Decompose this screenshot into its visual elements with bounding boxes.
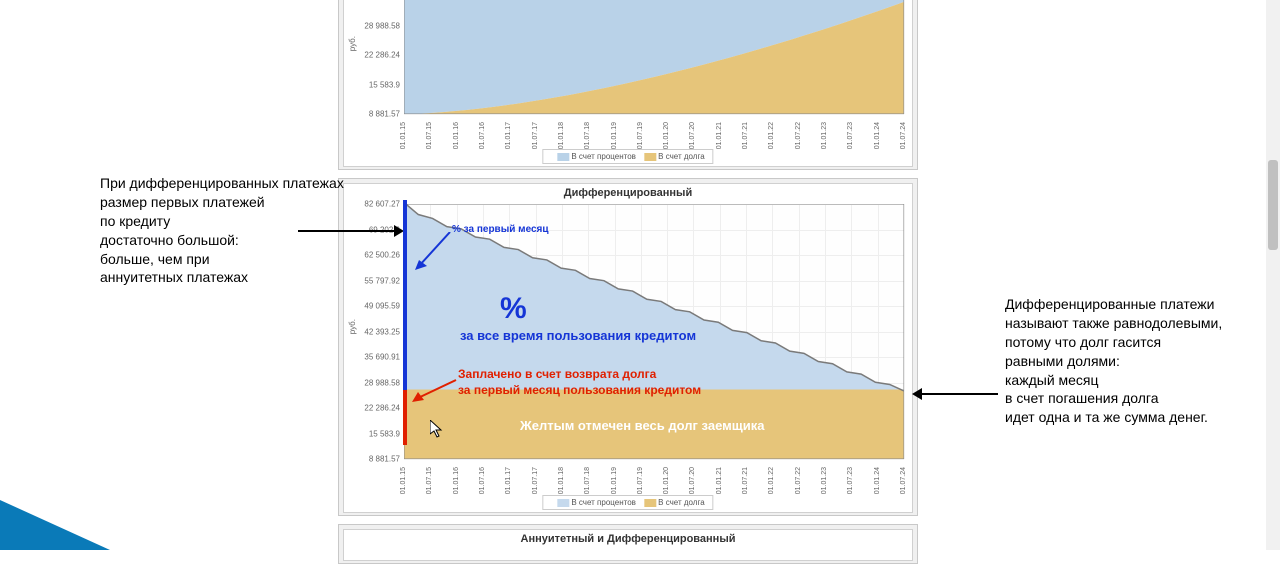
legend-label-interest: В счет процентов <box>571 498 636 507</box>
x-tick-label: 01.07.24 <box>900 467 907 494</box>
legend-swatch-debt <box>644 499 656 507</box>
x-tick-label: 01.07.15 <box>426 122 433 149</box>
first-month-label: % за первый месяц <box>452 224 549 235</box>
x-tick-label: 01.01.17 <box>505 122 512 149</box>
x-tick-label: 01.07.21 <box>742 122 749 149</box>
right-arrow-head <box>912 388 922 400</box>
x-tick-label: 01.07.16 <box>479 122 486 149</box>
pct-caption: за все время пользования кредитом <box>460 328 696 343</box>
x-tick-label: 01.07.21 <box>742 467 749 494</box>
x-tick-label: 01.07.23 <box>847 122 854 149</box>
top-chart-panel: 8 881.57 15 583.9 22 286.24 28 988.58 35 690… <box>338 0 918 170</box>
right-arrow <box>920 393 998 395</box>
x-tick-label: 01.01.15 <box>400 467 407 494</box>
legend-swatch-interest <box>557 153 569 161</box>
left-arrow <box>298 230 396 232</box>
chart-legend: В счет процентов В счет долга <box>542 149 713 164</box>
x-tick-label: 01.07.22 <box>795 122 802 149</box>
x-tick-label: 01.01.16 <box>453 467 460 494</box>
top-plot-area: 8 881.5715 583.922 286.2428 988.5835 690… <box>404 0 904 114</box>
x-tick-label: 01.01.18 <box>558 467 565 494</box>
paid-debt-line1: Заплачено в счет возврата долга <box>458 367 656 381</box>
bottom-chart-title: Аннуитетный и Дифференцированный <box>344 530 912 548</box>
x-tick-label: 01.01.17 <box>505 467 512 494</box>
y-tick-label: 15 583.9 <box>350 80 400 89</box>
y-tick-label: 35 690.91 <box>350 353 400 362</box>
y-tick-label: 15 583.9 <box>350 429 400 438</box>
x-tick-label: 01.07.19 <box>637 122 644 149</box>
x-tick-label: 01.07.20 <box>689 122 696 149</box>
y-axis-label: руб. <box>348 36 357 51</box>
x-tick-label: 01.01.24 <box>874 122 881 149</box>
x-tick-label: 01.07.15 <box>426 467 433 494</box>
x-tick-label: 01.01.22 <box>768 467 775 494</box>
x-tick-label: 01.07.22 <box>795 467 802 494</box>
x-tick-label: 01.07.17 <box>532 467 539 494</box>
y-tick-label: 49 095.59 <box>350 302 400 311</box>
paid-debt-line2: за первый месяц пользования кредитом <box>458 383 701 397</box>
bottom-chart-panel: Аннуитетный и Дифференцированный <box>338 524 918 564</box>
y-tick-label: 22 286.24 <box>350 51 400 60</box>
red-arrow-icon <box>412 378 458 402</box>
first-month-interest-bar <box>403 200 407 390</box>
x-tick-label: 01.01.19 <box>611 122 618 149</box>
decorative-triangle <box>0 490 120 550</box>
x-tick-label: 01.01.20 <box>663 122 670 149</box>
legend-label-interest: В счет процентов <box>571 152 636 161</box>
x-tick-label: 01.07.17 <box>532 122 539 149</box>
x-tick-label: 01.01.22 <box>768 122 775 149</box>
y-tick-label: 35 690.91 <box>350 0 400 1</box>
right-callout-text: Дифференцированные платежи называют такж… <box>1005 295 1275 427</box>
x-tick-label: 01.07.16 <box>479 467 486 494</box>
x-tick-label: 01.07.18 <box>584 122 591 149</box>
x-tick-label: 01.01.21 <box>716 467 723 494</box>
x-tick-label: 01.01.24 <box>874 467 881 494</box>
diff-chart-panel: ipotek.ru Дифференцированный 8 881.5715 … <box>338 178 918 516</box>
x-tick-label: 01.01.23 <box>821 467 828 494</box>
y-tick-label: 8 881.57 <box>350 455 400 464</box>
x-tick-label: 01.01.15 <box>400 122 407 149</box>
x-tick-label: 01.07.23 <box>847 467 854 494</box>
legend-label-debt: В счет долга <box>658 152 705 161</box>
x-tick-label: 01.01.21 <box>716 122 723 149</box>
pct-sign: % <box>500 292 527 326</box>
x-tick-label: 01.07.20 <box>689 467 696 494</box>
y-tick-label: 28 988.58 <box>350 378 400 387</box>
legend-label-debt: В счет долга <box>658 498 705 507</box>
blue-arrow-icon <box>415 232 455 270</box>
first-month-debt-bar <box>403 390 407 445</box>
y-tick-label: 28 988.58 <box>350 21 400 30</box>
x-tick-label: 01.01.20 <box>663 467 670 494</box>
cursor-icon <box>430 420 444 438</box>
chart-legend: В счет процентов В счет долга <box>542 495 713 510</box>
legend-swatch-debt <box>644 153 656 161</box>
scrollbar[interactable] <box>1266 0 1280 550</box>
x-tick-label: 01.07.19 <box>637 467 644 494</box>
x-tick-label: 01.01.19 <box>611 467 618 494</box>
yellow-caption: Желтым отмечен весь долг заемщика <box>520 418 764 433</box>
legend-swatch-interest <box>557 499 569 507</box>
x-tick-label: 01.01.23 <box>821 122 828 149</box>
diff-chart-title: Дифференцированный <box>344 184 912 202</box>
y-tick-label: 8 881.57 <box>350 110 400 119</box>
x-tick-label: 01.01.16 <box>453 122 460 149</box>
x-tick-label: 01.01.18 <box>558 122 565 149</box>
y-axis-label: руб. <box>348 319 357 334</box>
x-tick-label: 01.07.18 <box>584 467 591 494</box>
y-tick-label: 42 393.25 <box>350 327 400 336</box>
x-tick-label: 01.07.24 <box>900 122 907 149</box>
y-tick-label: 22 286.24 <box>350 404 400 413</box>
